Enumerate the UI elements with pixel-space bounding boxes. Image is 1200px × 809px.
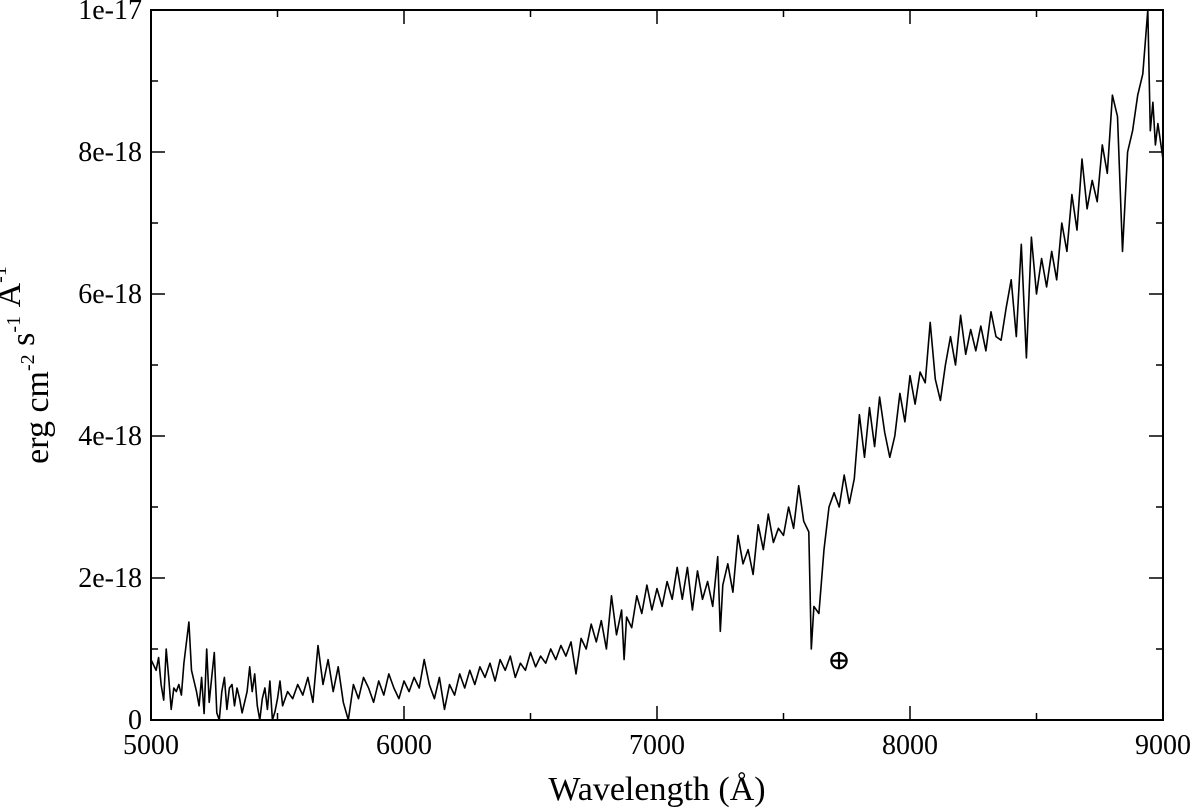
y-axis-title-part: Å: [0, 282, 28, 316]
spectrum-line: [150, 9, 1164, 721]
x-tick-label: 5000: [123, 730, 179, 761]
plot-frame: [150, 9, 1164, 721]
y-axis-title-part: erg cm: [19, 371, 56, 464]
x-tick-label: 8000: [882, 730, 938, 761]
annotation-group: ⊕: [827, 646, 850, 677]
x-tick-label: 6000: [376, 730, 432, 761]
x-axis-title: Wavelength (Å): [548, 771, 765, 808]
y-tick-label: 2e-18: [78, 563, 142, 594]
y-tick-label: 6e-18: [78, 279, 142, 310]
axis-ticks: [150, 9, 1164, 721]
y-axis-title-superscript: -1: [0, 266, 11, 283]
y-tick-label: 8e-18: [78, 137, 142, 168]
axis-tick-labels: 5000 6000 7000 8000 9000 0 2e-18 4e-18 6e-18 8e-1…: [78, 0, 1191, 761]
y-axis-title-part: s: [5, 333, 42, 355]
telluric-symbol: ⊕: [827, 646, 850, 677]
y-axis-title-superscript: -2: [17, 354, 39, 371]
y-tick-label: 0: [128, 705, 142, 736]
y-tick-label: 4e-18: [78, 421, 142, 452]
y-tick-label: 1e-17: [78, 0, 142, 26]
x-tick-label: 7000: [629, 730, 685, 761]
x-tick-label: 9000: [1135, 730, 1191, 761]
y-axis-title-superscript: -1: [3, 316, 25, 333]
series-group: [150, 9, 1164, 721]
y-axis-title: erg cm-2 s-1 Å-1: [0, 266, 56, 464]
